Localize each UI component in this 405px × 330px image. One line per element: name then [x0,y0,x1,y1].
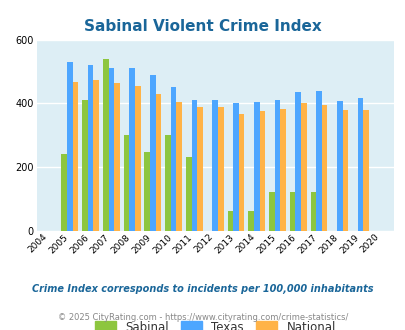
Bar [72,82,78,231]
Bar [227,211,232,231]
Bar [248,211,253,231]
Bar [295,92,301,231]
Bar [321,105,327,231]
Bar [279,109,285,231]
Bar [129,68,134,231]
Bar [274,100,279,231]
Bar [357,98,362,231]
Bar [217,107,223,231]
Bar [144,152,150,231]
Bar [197,107,202,231]
Bar [191,100,197,231]
Bar [212,100,217,231]
Bar [108,68,114,231]
Text: © 2025 CityRating.com - https://www.cityrating.com/crime-statistics/: © 2025 CityRating.com - https://www.city… [58,313,347,322]
Bar [134,86,140,231]
Bar [93,81,99,231]
Bar [165,135,171,231]
Bar [87,65,93,231]
Bar [155,94,161,231]
Text: Sabinal Violent Crime Index: Sabinal Violent Crime Index [84,19,321,34]
Bar [289,192,295,231]
Legend: Sabinal, Texas, National: Sabinal, Texas, National [91,317,339,330]
Bar [102,59,108,231]
Bar [310,192,315,231]
Bar [238,114,244,231]
Bar [259,112,264,231]
Bar [253,102,259,231]
Bar [67,62,72,231]
Bar [185,157,191,231]
Bar [362,110,368,231]
Bar [342,111,347,231]
Bar [336,101,342,231]
Bar [61,154,67,231]
Bar [301,103,306,231]
Bar [114,82,119,231]
Text: Crime Index corresponds to incidents per 100,000 inhabitants: Crime Index corresponds to incidents per… [32,284,373,294]
Bar [124,135,129,231]
Bar [269,192,274,231]
Bar [176,102,181,231]
Bar [82,100,87,231]
Bar [150,75,155,231]
Bar [315,91,321,231]
Bar [232,103,238,231]
Bar [171,87,176,231]
